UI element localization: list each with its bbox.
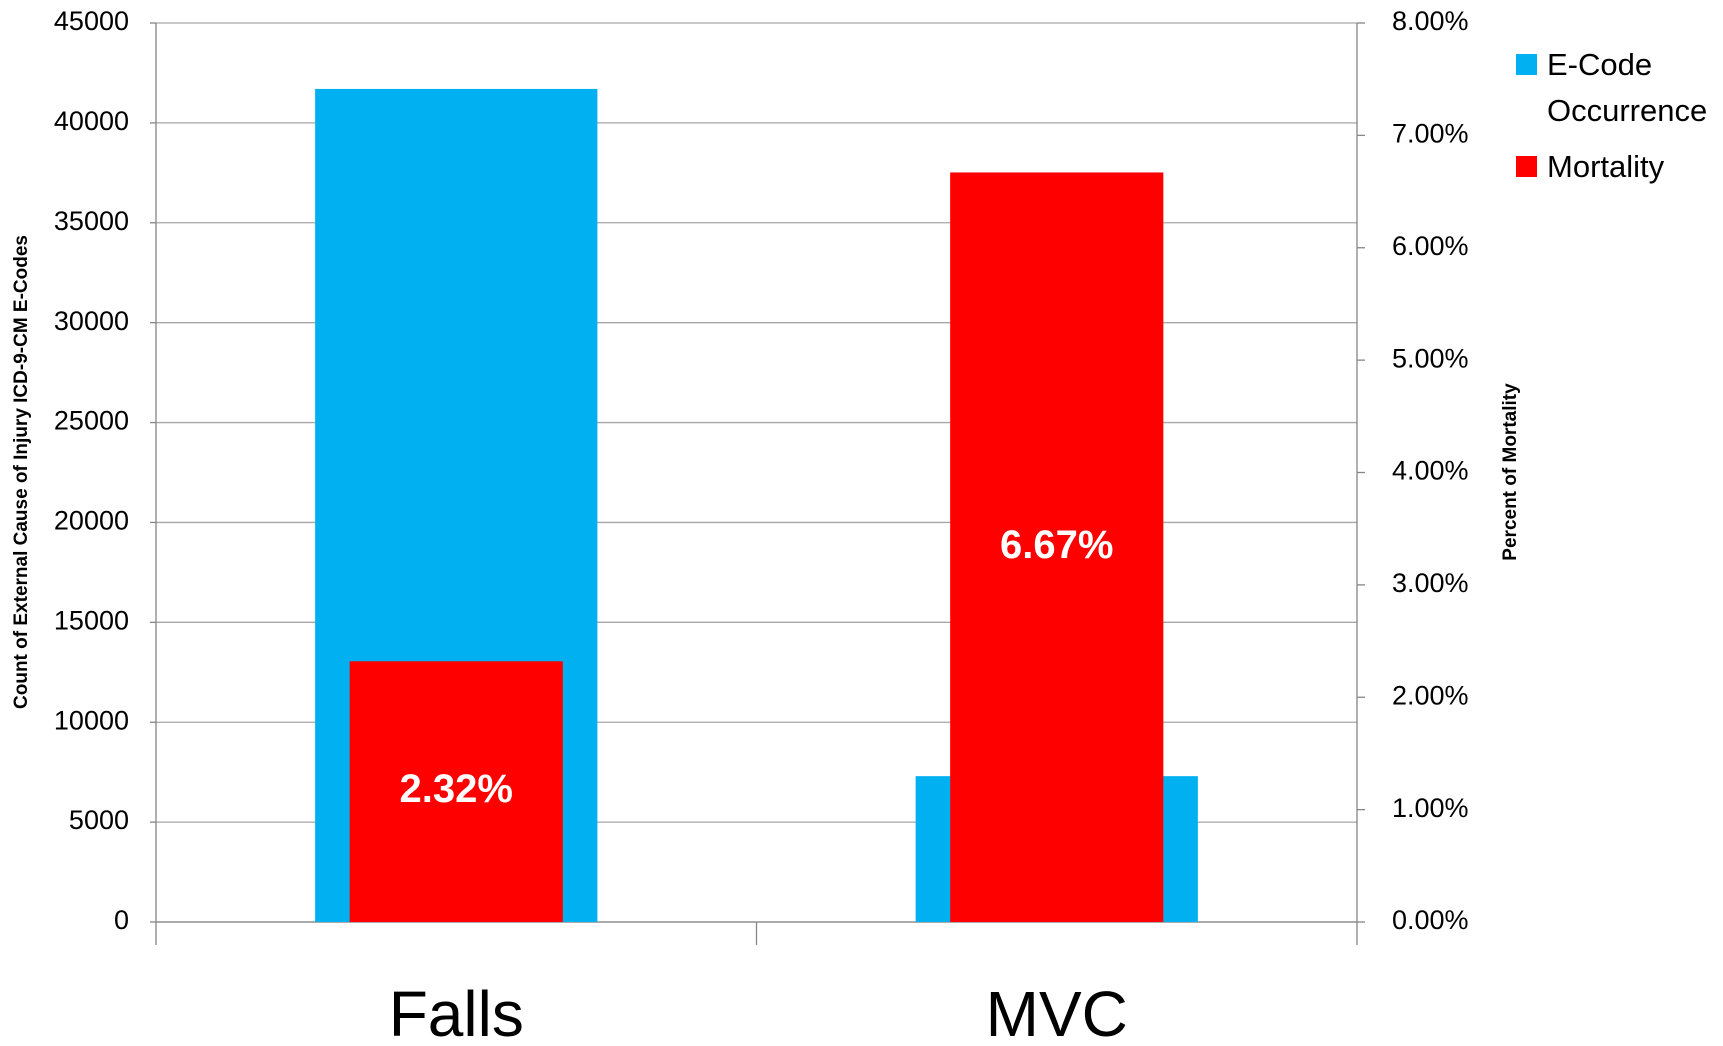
y2-tick-label: 3.00% bbox=[1392, 568, 1469, 598]
legend-item: Mortality bbox=[1516, 144, 1716, 190]
y-tick-label: 40000 bbox=[54, 106, 129, 136]
x-tick-label: Falls bbox=[389, 978, 524, 1046]
y2-tick-label: 4.00% bbox=[1392, 456, 1469, 486]
y-tick-label: 5000 bbox=[69, 805, 129, 835]
bar bbox=[349, 661, 563, 922]
y2-tick-label: 5.00% bbox=[1392, 343, 1469, 373]
data-label: 2.32% bbox=[400, 767, 513, 811]
y-tick-label: 45000 bbox=[54, 6, 129, 36]
y2-tick-label: 1.00% bbox=[1392, 793, 1469, 823]
y2-tick-label: 0.00% bbox=[1392, 905, 1469, 935]
y-tick-label: 20000 bbox=[54, 506, 129, 536]
y2-tick-label: 8.00% bbox=[1392, 6, 1469, 36]
legend-item: E-Code Occurrence bbox=[1516, 42, 1716, 134]
y2-tick-label: 6.00% bbox=[1392, 231, 1469, 261]
legend-label: E-Code Occurrence bbox=[1547, 47, 1708, 128]
bar bbox=[950, 172, 1164, 923]
y2-tick-label: 7.00% bbox=[1392, 119, 1469, 149]
y-tick-label: 0 bbox=[114, 905, 129, 935]
y-tick-label: 15000 bbox=[54, 605, 129, 635]
legend: E-Code Occurrence Mortality bbox=[1516, 42, 1716, 200]
y-tick-label: 35000 bbox=[54, 206, 129, 236]
y-axis-title: Count of External Cause of Injury ICD-9-… bbox=[11, 235, 32, 709]
legend-swatch bbox=[1516, 156, 1537, 177]
data-label: 6.67% bbox=[1000, 523, 1113, 567]
y-tick-label: 25000 bbox=[54, 406, 129, 436]
y2-tick-label: 2.00% bbox=[1392, 680, 1469, 710]
y-tick-label: 30000 bbox=[54, 306, 129, 336]
x-tick-label: MVC bbox=[986, 978, 1128, 1046]
legend-label: Mortality bbox=[1547, 149, 1665, 184]
legend-swatch bbox=[1516, 54, 1537, 75]
y-tick-label: 10000 bbox=[54, 705, 129, 735]
y2-axis-title: Percent of Mortality bbox=[1500, 383, 1521, 561]
